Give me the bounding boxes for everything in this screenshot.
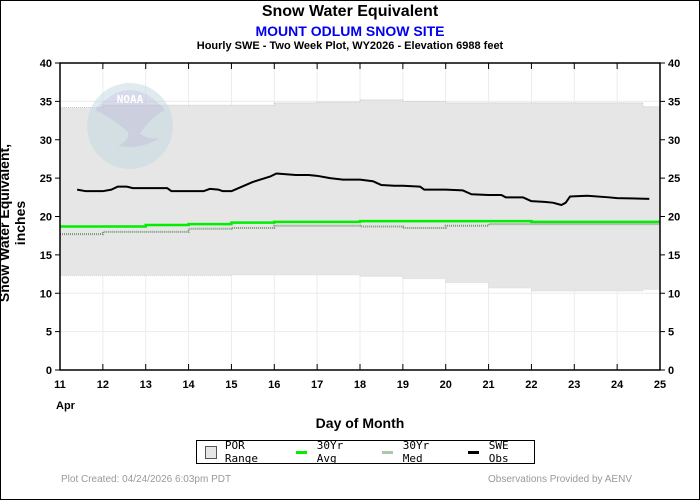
x-tick-label: 17 bbox=[311, 379, 323, 391]
y-tick-label-left: 15 bbox=[40, 250, 52, 262]
plot-created-text: Plot Created: 04/24/2026 6:03pm PDT bbox=[61, 474, 232, 485]
avg-swatch bbox=[296, 450, 307, 454]
x-tick-label: 18 bbox=[354, 379, 366, 391]
y-tick-label-right: 5 bbox=[668, 327, 674, 339]
y-tick-label-left: 10 bbox=[40, 288, 52, 300]
legend-item-avg: 30Yr Avg bbox=[296, 439, 364, 465]
x-tick-label: 25 bbox=[654, 379, 666, 391]
x-tick-label: 11 bbox=[54, 379, 66, 391]
x-tick-label: 23 bbox=[568, 379, 580, 391]
x-tick-label: 22 bbox=[525, 379, 537, 391]
por-swatch bbox=[205, 445, 217, 459]
por-range-area bbox=[60, 99, 660, 291]
x-tick-label: 19 bbox=[397, 379, 409, 391]
y-tick-label-left: 20 bbox=[40, 212, 52, 224]
med-swatch bbox=[382, 450, 393, 454]
legend-label-avg: 30Yr Avg bbox=[316, 439, 344, 465]
por-max-line bbox=[60, 99, 660, 109]
legend-item-obs: SWE Obs bbox=[468, 439, 530, 465]
observations-provider-text: Observations Provided by AENV bbox=[488, 474, 632, 485]
y-tick-label-right: 20 bbox=[668, 212, 680, 224]
chart-subtitle-site: MOUNT ODLUM SNOW SITE bbox=[255, 23, 445, 39]
x-tick-label: 12 bbox=[97, 379, 109, 391]
series-swe-obs bbox=[76, 172, 650, 206]
y-axis-label: Snow Water Equivalent, inches bbox=[0, 143, 28, 303]
chart-subtitle-details: Hourly SWE - Two Week Plot, WY2026 - Ele… bbox=[196, 40, 504, 52]
legend-item-por: POR Range bbox=[205, 439, 278, 465]
obs-swatch bbox=[468, 450, 479, 454]
noaa-watermark-icon: NOAA bbox=[87, 83, 173, 169]
axes: 11 12 13 14 15 16 17 18 19 20 21 22 23 24 250 05 510 1015… bbox=[40, 58, 681, 391]
y-tick-label-right: 0 bbox=[668, 365, 674, 377]
y-tick-label-left: 5 bbox=[46, 327, 52, 339]
legend-label-med: 30Yr Med bbox=[402, 439, 430, 465]
y-tick-label-right: 35 bbox=[668, 96, 680, 108]
x-tick-label: 14 bbox=[182, 379, 195, 391]
x-tick-label: 24 bbox=[611, 379, 624, 391]
legend-label-obs: SWE Obs bbox=[488, 439, 509, 465]
x-tick-label: 13 bbox=[140, 379, 152, 391]
noaa-watermark-text: NOAA bbox=[117, 93, 144, 106]
legend: POR Range 30Yr Avg 30Yr Med SWE Obs bbox=[196, 439, 535, 465]
series-30yr-med bbox=[60, 223, 660, 236]
x-axis-label: Day of Month bbox=[315, 415, 405, 431]
por-range-band bbox=[60, 99, 660, 292]
x-tick-label: 15 bbox=[225, 379, 237, 391]
y-tick-label-left: 30 bbox=[40, 135, 52, 147]
series-30yr-avg bbox=[60, 219, 660, 228]
x-tick-label: 16 bbox=[268, 379, 280, 391]
series bbox=[60, 172, 660, 236]
x-tick-label: 21 bbox=[482, 379, 494, 391]
y-tick-label-left: 0 bbox=[46, 365, 52, 377]
y-tick-label-left: 35 bbox=[40, 96, 52, 108]
y-tick-label-right: 25 bbox=[668, 173, 680, 185]
legend-item-med: 30Yr Med bbox=[382, 439, 450, 465]
y-tick-label-right: 15 bbox=[668, 250, 680, 262]
y-tick-label-left: 25 bbox=[40, 173, 52, 185]
month-label: Apr bbox=[56, 400, 75, 412]
legend-label-por: POR Range bbox=[224, 439, 258, 465]
x-tick-label: 20 bbox=[440, 379, 452, 391]
y-tick-label-left: 40 bbox=[40, 58, 52, 70]
y-tick-label-right: 30 bbox=[668, 135, 680, 147]
y-tick-label-right: 10 bbox=[668, 288, 680, 300]
chart-title: Snow Water Equivalent bbox=[261, 3, 439, 20]
y-tick-label-right: 40 bbox=[668, 58, 680, 70]
